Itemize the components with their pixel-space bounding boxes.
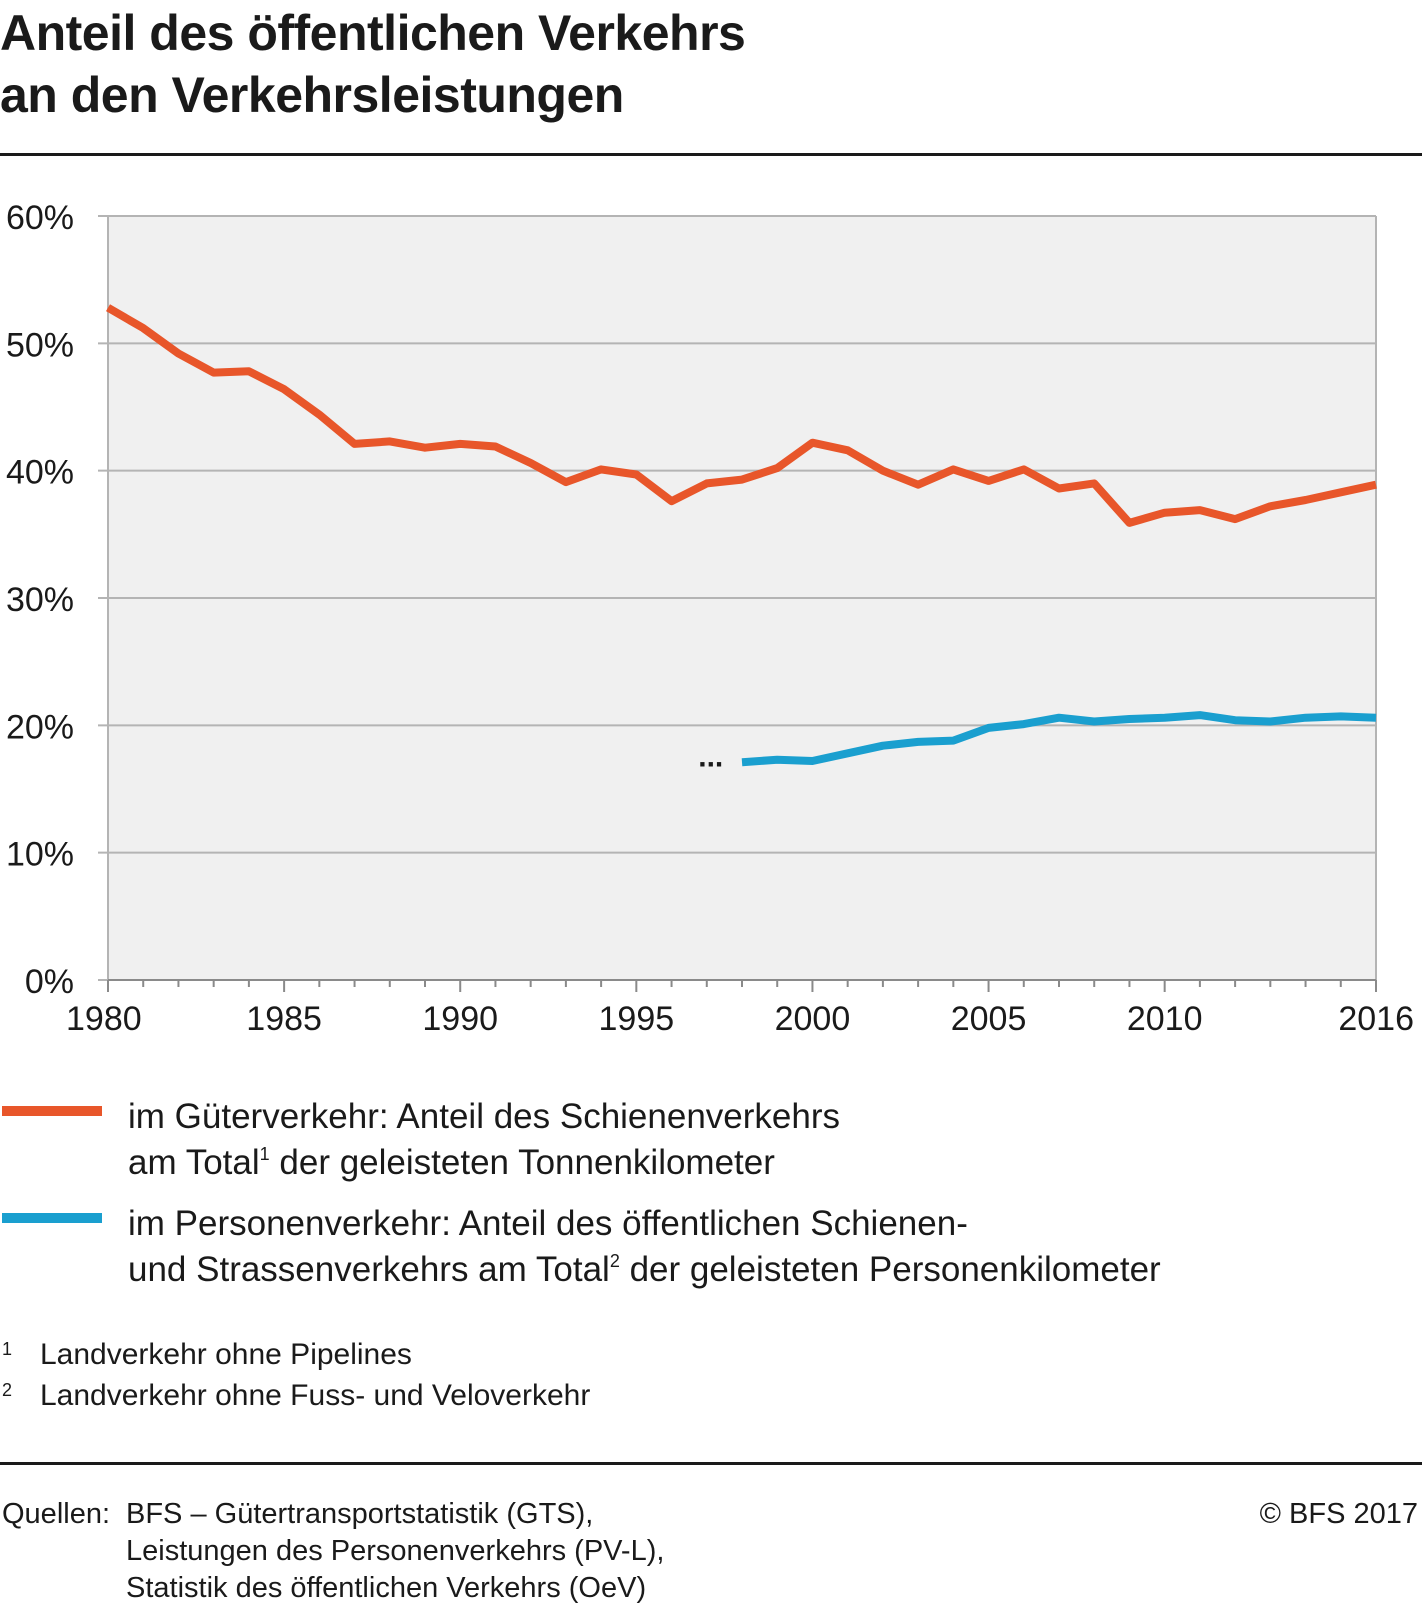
legend-passenger-text-a: und Strassenverkehrs am Total	[128, 1250, 610, 1289]
legend-swatch-passenger	[2, 1213, 102, 1223]
footnote-1-text: Landverkehr ohne Pipelines	[40, 1338, 412, 1371]
copyright: © BFS 2017	[1259, 1498, 1418, 1530]
legend-label-freight: im Güterverkehr: Anteil des Schienenverk…	[128, 1094, 840, 1186]
y-tick-label: 30%	[6, 581, 74, 619]
legend-label-passenger-line-2: und Strassenverkehrs am Total2 der gelei…	[128, 1247, 1161, 1293]
x-tick-label: 2005	[951, 1000, 1027, 1038]
legend-freight-text-b: der geleisteten Tonnenkilometer	[269, 1143, 775, 1182]
bottom-divider	[0, 1462, 1422, 1465]
x-tick-label: 1985	[246, 1000, 322, 1038]
source-label: Quellen:	[2, 1498, 111, 1530]
y-tick-label: 0%	[25, 963, 74, 1001]
chart-title-line-2: an den Verkehrsleistungen	[0, 67, 624, 123]
y-tick-label: 10%	[6, 836, 74, 874]
source-line-3: Statistik des öffentlichen Verkehrs (OeV…	[126, 1572, 647, 1604]
legend-label-freight-line-2: am Total1 der geleisteten Tonnenkilomete…	[128, 1140, 840, 1186]
x-tick-label: 2000	[775, 1000, 851, 1038]
x-tick-label: 1990	[422, 1000, 498, 1038]
legend-label-passenger: im Personenverkehr: Anteil des öffentlic…	[128, 1201, 1161, 1293]
y-tick-label: 20%	[6, 708, 74, 746]
legend-label-freight-line-1: im Güterverkehr: Anteil des Schienenverk…	[128, 1097, 840, 1136]
footnote-2-text: Landverkehr ohne Fuss- und Veloverkehr	[40, 1379, 591, 1412]
x-tick-label: 1980	[66, 1000, 142, 1038]
x-tick-label: 2016	[1338, 1000, 1414, 1038]
chart-title: Anteil des öffentlichen Verkehrs an den …	[0, 2, 1422, 126]
footnote-2-number: 2	[2, 1380, 13, 1400]
legend-swatch-freight	[2, 1106, 102, 1116]
source-lines: BFS – Gütertransportstatistik (GTS), Lei…	[126, 1496, 664, 1607]
top-divider	[0, 153, 1422, 156]
source-line-2: Leistungen des Personenverkehrs (PV-L),	[126, 1535, 665, 1567]
y-tick-label: 40%	[6, 454, 74, 492]
y-tick-label: 60%	[6, 199, 74, 237]
x-tick-label: 2010	[1127, 1000, 1203, 1038]
y-tick-label: 50%	[6, 326, 74, 364]
x-tick-label: 1995	[599, 1000, 675, 1038]
footnote-1-number: 1	[2, 1339, 13, 1359]
line-chart: 0% 10% 20% 30% 40% 50% 60% 1980 1985 1990 1995 2000…	[6, 199, 1414, 1038]
legend-label-passenger-line-1: im Personenverkehr: Anteil des öffentlic…	[128, 1204, 968, 1243]
legend-freight-text-a: am Total	[128, 1143, 260, 1182]
legend-passenger-text-b: der geleisteten Personenkilometer	[619, 1250, 1161, 1289]
missing-data-marker: ...	[698, 740, 723, 773]
footnote-ref-2: 2	[609, 1251, 620, 1271]
chart-title-line-1: Anteil des öffentlichen Verkehrs	[0, 5, 746, 61]
source-line-1: BFS – Gütertransportstatistik (GTS),	[126, 1498, 594, 1530]
footnote-ref-1: 1	[259, 1144, 270, 1164]
